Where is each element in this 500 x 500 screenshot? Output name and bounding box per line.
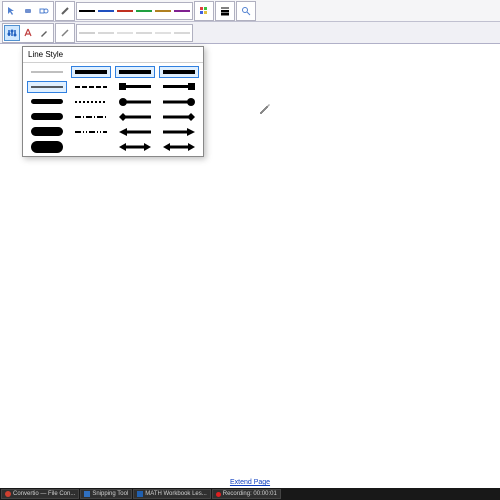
taskbar-item-recording[interactable]: Recording: 00:00:01 bbox=[212, 489, 281, 499]
width-6[interactable] bbox=[27, 141, 67, 153]
shape-tool[interactable] bbox=[36, 3, 52, 19]
line-color-orange[interactable] bbox=[154, 4, 172, 18]
end-dia[interactable] bbox=[159, 111, 199, 123]
both-arr[interactable] bbox=[115, 141, 155, 153]
both-arr-2[interactable] bbox=[159, 141, 199, 153]
line-color-green[interactable] bbox=[135, 4, 153, 18]
start-none[interactable] bbox=[115, 66, 155, 78]
width-2[interactable] bbox=[27, 81, 67, 93]
line-color-group bbox=[76, 2, 193, 20]
brush-cursor-icon bbox=[257, 102, 271, 116]
popup-title: Line Style bbox=[23, 47, 203, 63]
pen-tool-2[interactable] bbox=[36, 25, 52, 41]
col-end bbox=[158, 66, 200, 153]
taskbar: Convertio — File Con... Snipping Tool MA… bbox=[0, 488, 500, 500]
line-color-black[interactable] bbox=[78, 4, 96, 18]
secondary-lines bbox=[76, 24, 193, 42]
taskbar-item-snipping[interactable]: Snipping Tool bbox=[80, 489, 132, 499]
tool-group-color bbox=[194, 1, 214, 21]
toolbar-row-2 bbox=[0, 22, 500, 44]
toolbar-row-1 bbox=[0, 0, 500, 22]
task-label-2: Snipping Tool bbox=[92, 491, 128, 497]
start-sq[interactable] bbox=[115, 81, 155, 93]
pointer-tool[interactable] bbox=[4, 3, 20, 19]
width-4[interactable] bbox=[27, 111, 67, 123]
search-tool[interactable] bbox=[238, 3, 254, 19]
dash-solid[interactable] bbox=[71, 66, 111, 78]
properties-tool[interactable] bbox=[4, 25, 20, 41]
sec-line-5[interactable] bbox=[154, 26, 172, 40]
text-tool[interactable] bbox=[20, 25, 36, 41]
extend-page-link[interactable]: Extend Page bbox=[0, 479, 500, 486]
line-style-popup: Line Style bbox=[22, 46, 204, 157]
dash-3[interactable] bbox=[71, 111, 111, 123]
brush-2[interactable] bbox=[57, 25, 73, 41]
tool-group-2a bbox=[2, 23, 54, 43]
task-label-3: MATH Workbook Les... bbox=[145, 491, 206, 497]
sec-line-4[interactable] bbox=[135, 26, 153, 40]
width-1[interactable] bbox=[27, 66, 67, 78]
convertio-icon bbox=[5, 491, 11, 497]
start-arr[interactable] bbox=[115, 126, 155, 138]
dash-4[interactable] bbox=[71, 126, 111, 138]
snipping-icon bbox=[84, 491, 90, 497]
dash-2[interactable] bbox=[71, 96, 111, 108]
sec-line-1[interactable] bbox=[78, 26, 96, 40]
tool-group-style bbox=[215, 1, 235, 21]
start-dia[interactable] bbox=[115, 111, 155, 123]
sec-line-3[interactable] bbox=[116, 26, 134, 40]
tool-group-pen bbox=[55, 1, 75, 21]
col-start bbox=[114, 66, 156, 153]
end-sq[interactable] bbox=[159, 81, 199, 93]
taskbar-item-convertio[interactable]: Convertio — File Con... bbox=[1, 489, 79, 499]
task-label-4: Recording: 00:00:01 bbox=[223, 491, 277, 497]
eraser-tool[interactable] bbox=[20, 3, 36, 19]
brush-tool[interactable] bbox=[57, 3, 73, 19]
task-label-1: Convertio — File Con... bbox=[13, 491, 75, 497]
tool-group-2b bbox=[55, 23, 75, 43]
start-circ[interactable] bbox=[115, 96, 155, 108]
end-arr[interactable] bbox=[159, 126, 199, 138]
sec-line-6[interactable] bbox=[173, 26, 191, 40]
width-5[interactable] bbox=[27, 126, 67, 138]
dash-1[interactable] bbox=[71, 81, 111, 93]
line-color-red[interactable] bbox=[116, 4, 134, 18]
tool-group-main bbox=[2, 1, 54, 21]
line-color-blue[interactable] bbox=[97, 4, 115, 18]
end-none[interactable] bbox=[159, 66, 199, 78]
end-circ[interactable] bbox=[159, 96, 199, 108]
popup-body bbox=[23, 63, 203, 156]
line-style-button[interactable] bbox=[217, 3, 233, 19]
line-color-purple[interactable] bbox=[173, 4, 191, 18]
sec-line-2[interactable] bbox=[97, 26, 115, 40]
col-widths bbox=[26, 66, 68, 153]
taskbar-item-math[interactable]: MATH Workbook Les... bbox=[133, 489, 210, 499]
record-icon bbox=[216, 492, 221, 497]
width-3[interactable] bbox=[27, 96, 67, 108]
col-dash bbox=[70, 66, 112, 153]
tool-group-misc bbox=[236, 1, 256, 21]
color-picker-tool[interactable] bbox=[196, 3, 212, 19]
math-icon bbox=[137, 491, 143, 497]
